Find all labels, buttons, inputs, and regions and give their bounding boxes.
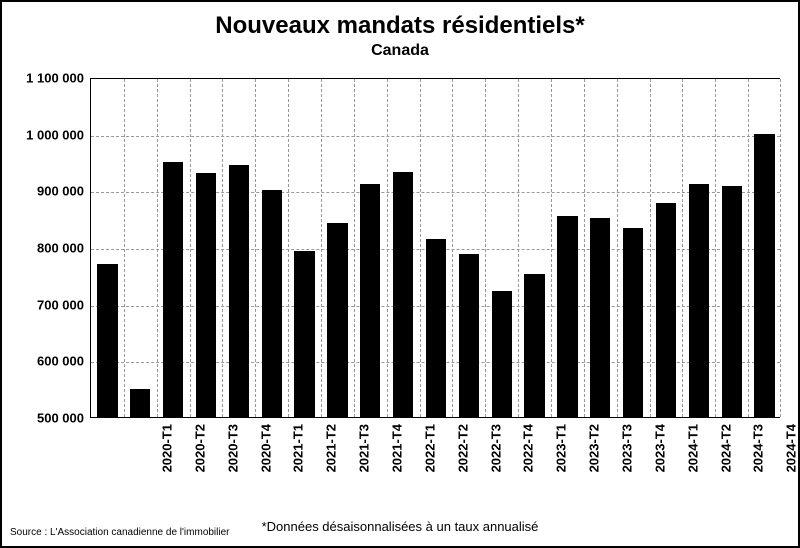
- bar: [754, 134, 774, 417]
- y-axis-tick-label: 900 000: [2, 184, 84, 199]
- bar: [262, 190, 282, 417]
- x-axis-tick-label: 2024-T4: [784, 424, 799, 472]
- x-axis-tick-label: 2020-T3: [225, 424, 240, 472]
- gridline-horizontal: [91, 192, 780, 193]
- bar: [557, 216, 577, 417]
- chart-source: Source : L'Association canadienne de l'i…: [10, 527, 230, 538]
- gridline-vertical: [584, 79, 585, 417]
- bar: [590, 218, 610, 417]
- gridline-vertical: [124, 79, 125, 417]
- y-axis-tick-label: 1 100 000: [2, 71, 84, 86]
- y-axis-tick-label: 800 000: [2, 241, 84, 256]
- x-axis-tick-label: 2024-T3: [751, 424, 766, 472]
- bar: [426, 239, 446, 418]
- gridline-horizontal: [91, 136, 780, 137]
- x-axis-tick-label: 2020-T4: [258, 424, 273, 472]
- gridline-vertical: [222, 79, 223, 417]
- chart-title: Nouveaux mandats résidentiels*: [2, 2, 798, 40]
- x-axis-tick-label: 2021-T3: [357, 424, 372, 472]
- gridline-vertical: [780, 79, 781, 417]
- bar: [656, 203, 676, 417]
- bar: [623, 228, 643, 417]
- x-axis-tick-label: 2020-T2: [192, 424, 207, 472]
- gridline-vertical: [650, 79, 651, 417]
- bar: [130, 389, 150, 417]
- gridline-vertical: [288, 79, 289, 417]
- x-axis-tick-label: 2022-T1: [422, 424, 437, 472]
- x-axis-tick-label: 2021-T2: [324, 424, 339, 472]
- chart-subtitle: Canada: [2, 40, 798, 60]
- bar: [524, 274, 544, 417]
- plot-area: [90, 78, 780, 418]
- bar: [689, 184, 709, 417]
- x-axis-tick-label: 2023-T3: [619, 424, 634, 472]
- gridline-vertical: [617, 79, 618, 417]
- gridline-vertical: [485, 79, 486, 417]
- y-axis-tick-label: 600 000: [2, 354, 84, 369]
- x-axis-tick-label: 2022-T3: [488, 424, 503, 472]
- x-axis-tick-label: 2020-T1: [159, 424, 174, 472]
- bar: [360, 184, 380, 417]
- bar: [393, 172, 413, 417]
- x-axis-tick-label: 2024-T1: [685, 424, 700, 472]
- x-axis-tick-label: 2023-T2: [587, 424, 602, 472]
- y-axis-tick-label: 1 000 000: [2, 127, 84, 142]
- gridline-vertical: [255, 79, 256, 417]
- gridline-vertical: [748, 79, 749, 417]
- gridline-vertical: [452, 79, 453, 417]
- gridline-vertical: [157, 79, 158, 417]
- bar: [294, 251, 314, 417]
- y-axis-tick-label: 500 000: [2, 411, 84, 426]
- gridline-vertical: [387, 79, 388, 417]
- gridline-vertical: [551, 79, 552, 417]
- gridline-vertical: [518, 79, 519, 417]
- bar: [229, 165, 249, 417]
- x-axis-tick-label: 2023-T4: [652, 424, 667, 472]
- bar: [722, 186, 742, 417]
- x-axis-tick-label: 2023-T1: [554, 424, 569, 472]
- x-axis-tick-label: 2021-T1: [291, 424, 306, 472]
- bar: [163, 162, 183, 417]
- gridline-vertical: [715, 79, 716, 417]
- y-axis-tick-label: 700 000: [2, 297, 84, 312]
- gridline-vertical: [354, 79, 355, 417]
- bar: [327, 223, 347, 417]
- x-axis-tick-label: 2024-T2: [718, 424, 733, 472]
- chart-container: Nouveaux mandats résidentiels* Canada *D…: [0, 0, 800, 548]
- gridline-vertical: [321, 79, 322, 417]
- bar: [492, 291, 512, 417]
- bar: [459, 254, 479, 417]
- gridline-vertical: [190, 79, 191, 417]
- bar: [196, 173, 216, 417]
- x-axis-tick-label: 2022-T2: [455, 424, 470, 472]
- x-axis-tick-label: 2021-T4: [389, 424, 404, 472]
- bar: [97, 264, 117, 417]
- x-axis-tick-label: 2022-T4: [521, 424, 536, 472]
- gridline-vertical: [420, 79, 421, 417]
- gridline-vertical: [682, 79, 683, 417]
